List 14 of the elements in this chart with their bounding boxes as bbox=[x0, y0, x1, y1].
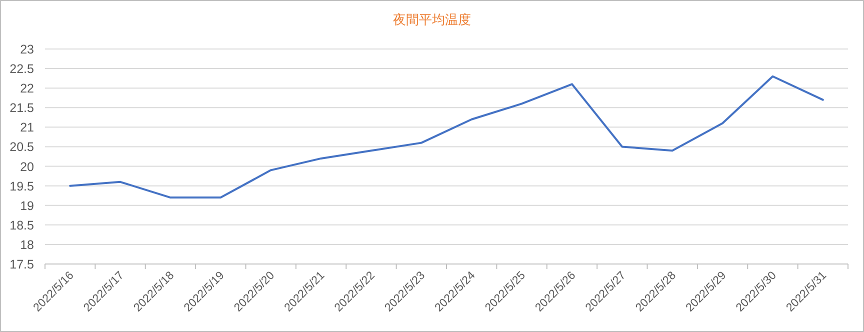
line-series bbox=[69, 75, 824, 199]
y-tick-label: 18 bbox=[20, 238, 34, 252]
y-tick-label: 22.5 bbox=[10, 62, 34, 76]
y-tick-label: 18.5 bbox=[10, 218, 34, 232]
y-tick-label: 17.5 bbox=[10, 258, 34, 272]
y-tick-label: 23 bbox=[20, 42, 34, 56]
y-tick-label: 19 bbox=[20, 198, 34, 213]
chart-title: 夜間平均温度 bbox=[393, 12, 471, 27]
y-tick-label: 22 bbox=[20, 82, 34, 96]
y-tick-label: 20.5 bbox=[10, 140, 34, 154]
y-tick-label: 21.5 bbox=[10, 101, 34, 116]
y-tick-label: 19.5 bbox=[10, 179, 34, 194]
y-tick-label: 21 bbox=[20, 120, 34, 135]
y-tick-label: 20 bbox=[20, 160, 34, 174]
